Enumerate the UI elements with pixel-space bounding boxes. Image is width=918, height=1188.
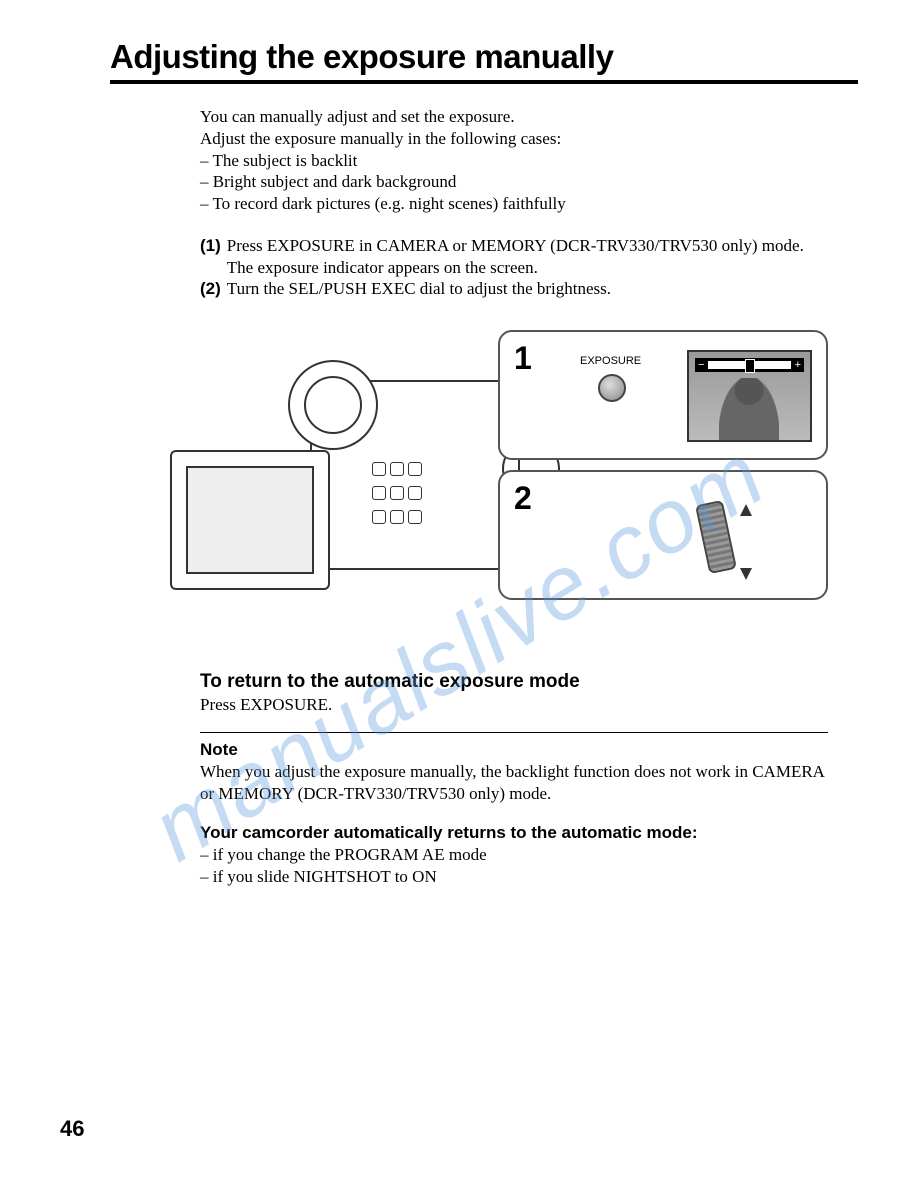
exposure-bar: − + [695, 358, 804, 372]
camcorder-button-grid [370, 460, 440, 530]
callout-box-1: 1 EXPOSURE − + [498, 330, 828, 460]
title-rule [110, 80, 858, 84]
dial-down-arrow-icon [740, 568, 752, 580]
bullet-2: – Bright subject and dark background [200, 171, 828, 193]
figure-area: 1 EXPOSURE − + 2 [170, 330, 828, 660]
return-body: Press EXPOSURE. [200, 694, 828, 716]
intro-paragraph: You can manually adjust and set the expo… [200, 106, 828, 150]
callout-1-number: 1 [514, 338, 532, 379]
note-rule [200, 732, 828, 733]
step-1-number: (1) [200, 235, 221, 279]
return-heading: To return to the automatic exposure mode [200, 670, 828, 694]
bullet-3: – To record dark pictures (e.g. night sc… [200, 193, 828, 215]
step-2-text: Turn the SEL/PUSH EXEC dial to adjust th… [227, 278, 828, 300]
exposure-button-icon [598, 374, 626, 402]
camcorder-lens [288, 360, 378, 450]
note-body: When you adjust the exposure manually, t… [200, 761, 828, 805]
dial-wheel [695, 500, 737, 574]
exposure-slider [708, 361, 790, 369]
step-1: (1) Press EXPOSURE in CAMERA or MEMORY (… [200, 235, 828, 279]
auto-bullet-1: – if you change the PROGRAM AE mode [200, 844, 828, 866]
intro-bullets: – The subject is backlit – Bright subjec… [200, 150, 828, 215]
step-2: (2) Turn the SEL/PUSH EXEC dial to adjus… [200, 278, 828, 300]
callout-2-number: 2 [514, 478, 532, 519]
step-1-text: Press EXPOSURE in CAMERA or MEMORY (DCR-… [227, 235, 828, 279]
auto-bullet-2: – if you slide NIGHTSHOT to ON [200, 866, 828, 888]
dial-up-arrow-icon [740, 504, 752, 516]
intro-line-2: Adjust the exposure manually in the foll… [200, 128, 828, 150]
exposure-plus-icon: + [795, 358, 801, 372]
page-number: 46 [60, 1116, 84, 1142]
exposure-label: EXPOSURE [580, 354, 641, 368]
intro-line-1: You can manually adjust and set the expo… [200, 106, 828, 128]
sel-push-exec-dial [702, 502, 746, 582]
lcd-subject-silhouette [719, 378, 779, 440]
note-heading: Note [200, 739, 828, 761]
numbered-steps: (1) Press EXPOSURE in CAMERA or MEMORY (… [200, 235, 828, 300]
content-body: You can manually adjust and set the expo… [200, 106, 828, 888]
lcd-preview: − + [687, 350, 812, 442]
callout-box-2: 2 [498, 470, 828, 600]
exposure-minus-icon: − [698, 358, 704, 372]
camcorder-lcd-panel [170, 450, 330, 590]
step-2-number: (2) [200, 278, 221, 300]
page-title: Adjusting the exposure manually [110, 38, 858, 76]
auto-heading: Your camcorder automatically returns to … [200, 822, 828, 844]
bullet-1: – The subject is backlit [200, 150, 828, 172]
